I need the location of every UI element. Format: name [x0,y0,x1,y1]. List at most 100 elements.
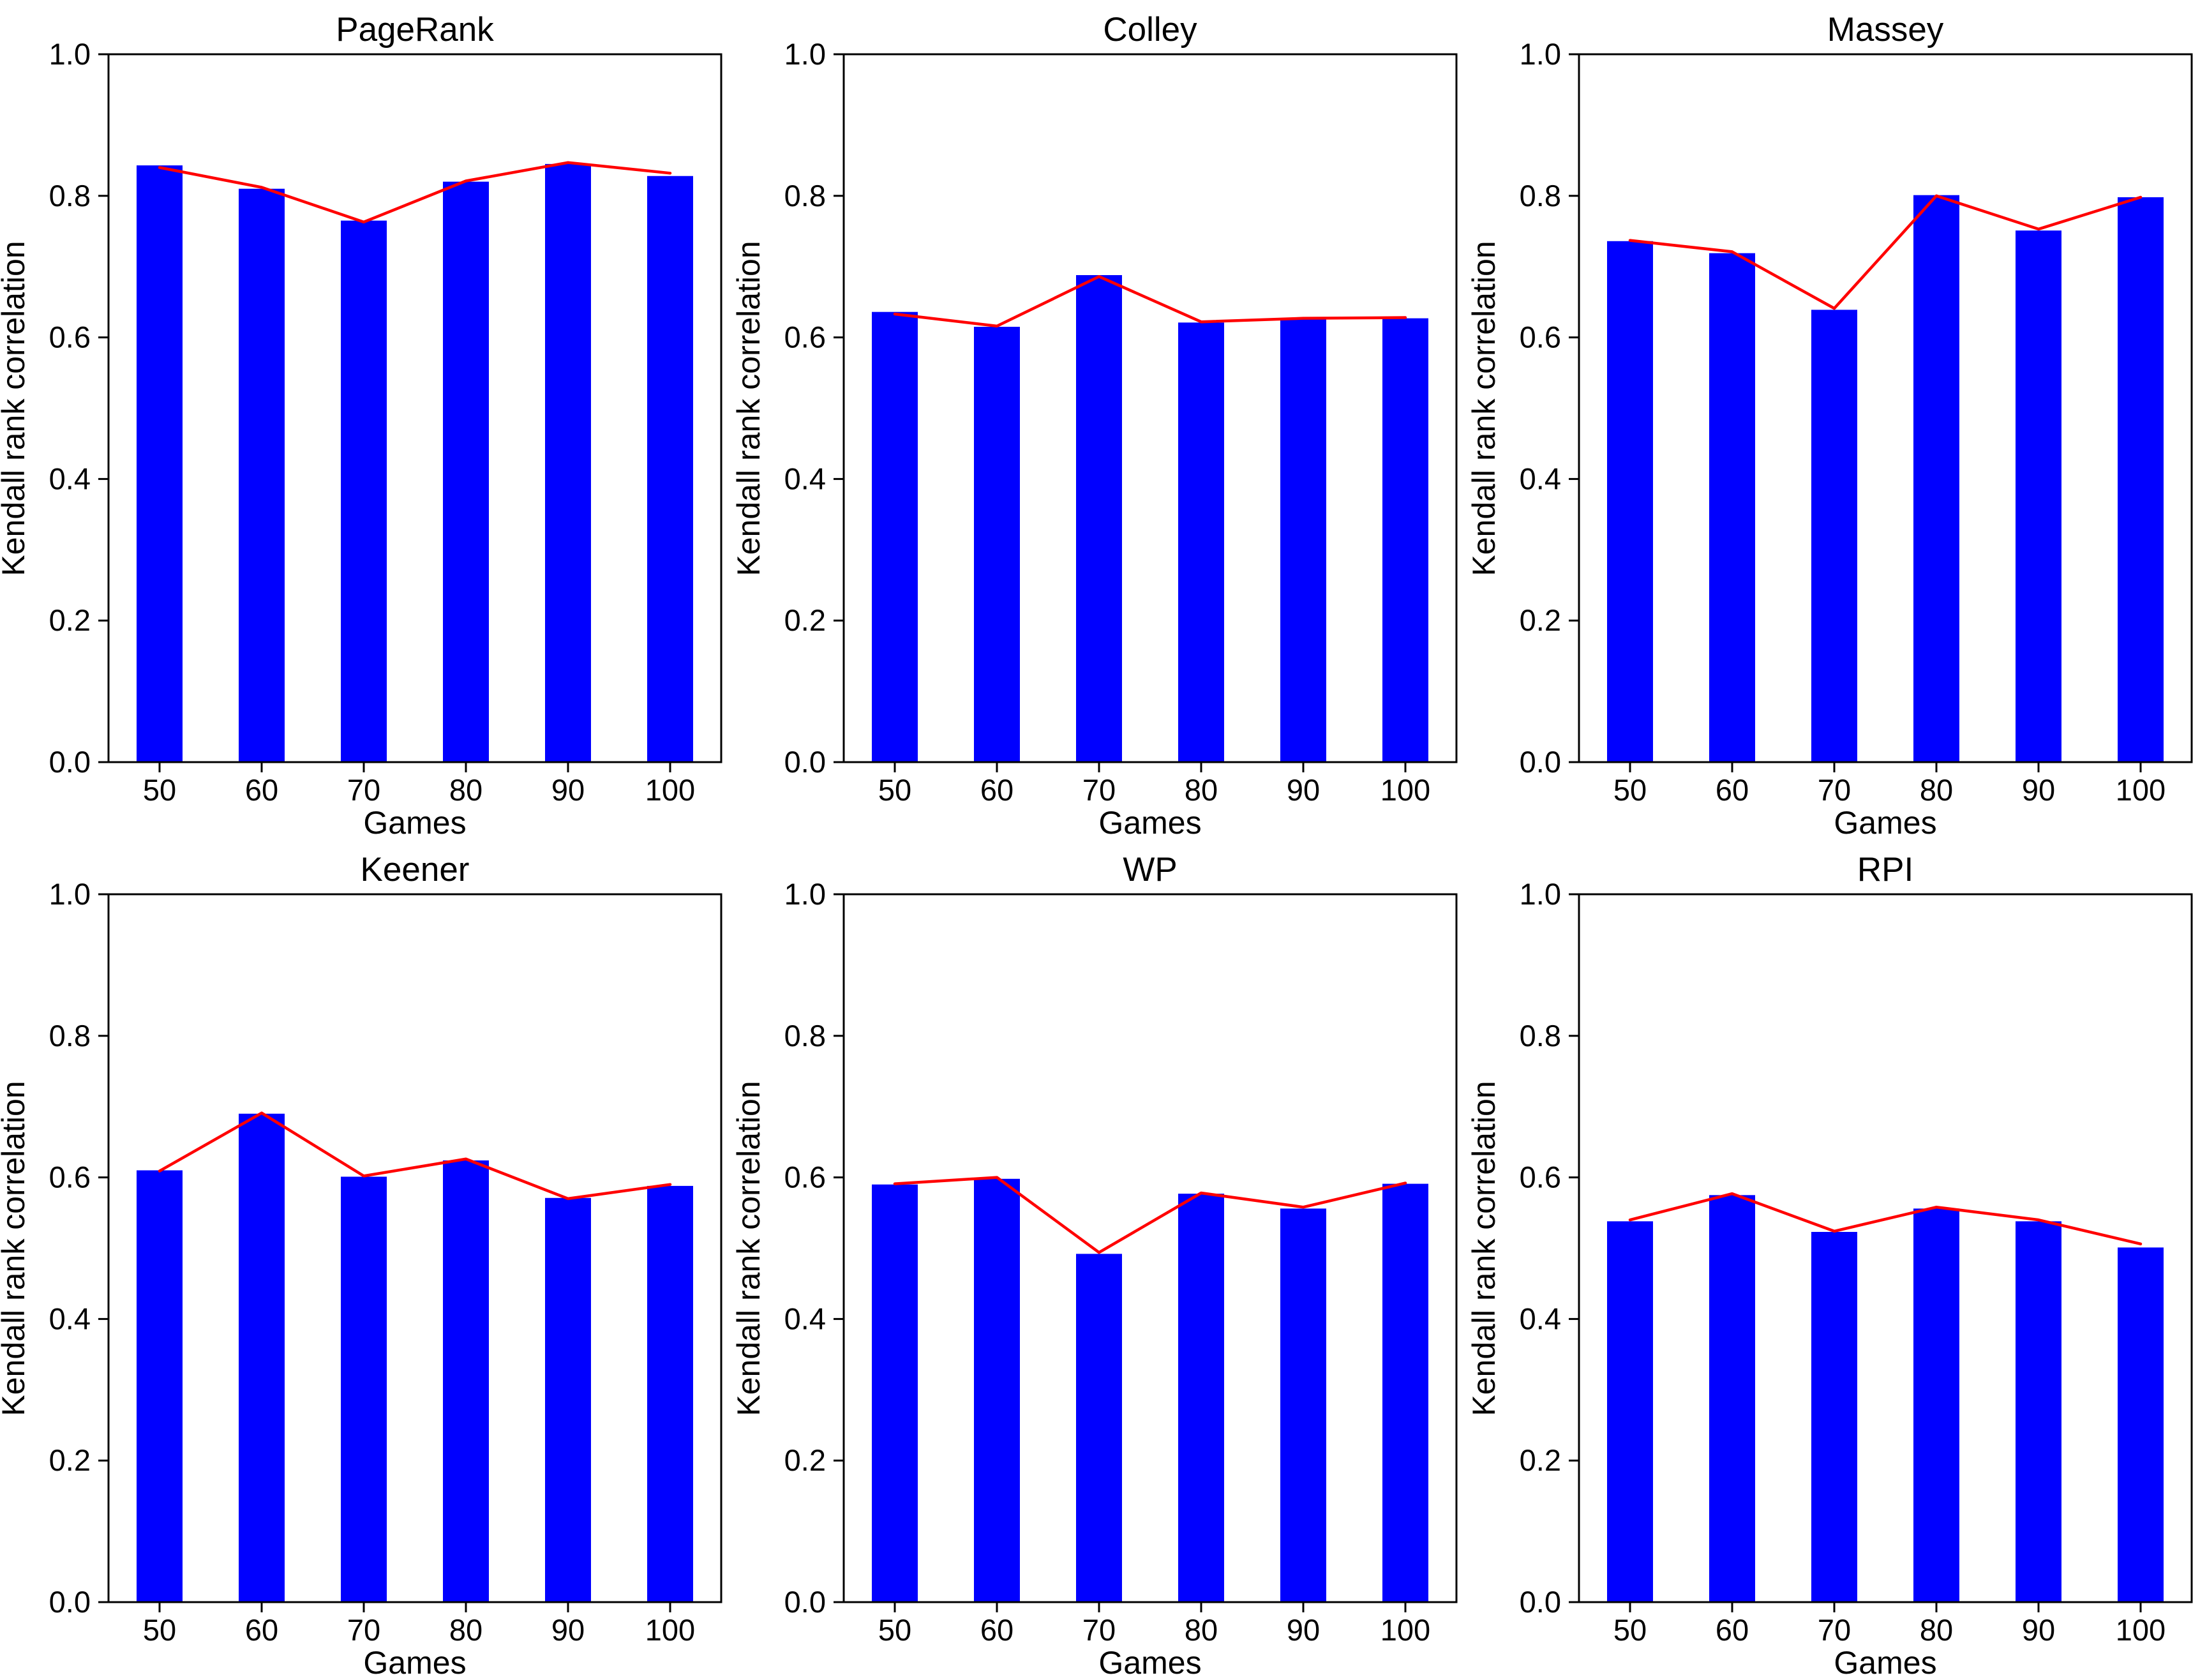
subplot-wp: WP Kendall rank correlation Games 0.0 0.2… [735,840,1470,1680]
bar [137,1170,183,1602]
y-tick-label: 0.2 [49,603,91,637]
y-tick-label: 1.0 [1520,37,1561,71]
y-tick-label: 0.4 [784,1301,826,1335]
bar [1913,1208,1959,1602]
chart-title: Keener [361,851,470,889]
y-tick-label: 0.6 [49,320,91,354]
y-tick-label: 0.8 [49,1019,91,1053]
y-axis-label: Kendall rank correlation [1470,241,1502,576]
bar [872,311,918,762]
y-tick-label: 1.0 [784,37,826,71]
y-tick-label: 0.0 [49,745,91,779]
plot-frame [842,53,1458,763]
x-axis-label: Games [1098,1645,1201,1680]
trend-line [158,161,672,224]
chart-title: WP [1123,851,1177,889]
y-tick-label: 0.6 [1520,1160,1561,1194]
bar [1178,1194,1224,1602]
x-tick-label: 90 [1287,773,1320,807]
x-tick-label: 80 [1185,1613,1218,1647]
y-tick-label: 1.0 [784,877,826,911]
x-tick-label: 70 [1082,773,1116,807]
subplot-rpi: RPI Kendall rank correlation Games 0.0 0.… [1470,840,2206,1680]
bar [239,188,285,763]
y-tick-label: 0.2 [784,1443,826,1477]
colley-chart: Colley Kendall rank correlation Games 0.… [735,11,1458,840]
y-tick-label: 0.8 [784,1019,826,1053]
trend-line [158,1111,672,1201]
y-axis-label: Kendall rank correlation [735,241,767,576]
plot-area: 0.0 0.2 0.4 0.6 0.8 1.0 50 60 70 80 90 100 [1520,37,2193,807]
x-tick-label: 70 [347,1613,380,1647]
y-tick-label: 0.8 [784,179,826,213]
subplot-colley: Colley Kendall rank correlation Games 0.… [735,0,1470,840]
bar [1076,275,1122,762]
x-tick-label: 80 [1185,773,1218,807]
x-tick-label: 60 [245,773,278,807]
bar [1607,241,1653,762]
bar [1811,1231,1857,1602]
x-tick-label: 70 [347,773,380,807]
plot-area: 0.0 0.2 0.4 0.6 0.8 1.0 50 60 70 80 90 100 [49,877,722,1647]
y-tick-label: 0.4 [49,461,91,495]
y-tick-label: 0.0 [1520,745,1561,779]
bar [872,1184,918,1602]
x-axis-label: Games [1098,805,1201,840]
subplot-keener: Keener Kendall rank correlation Games 0.… [0,840,735,1680]
x-tick-label: 50 [878,1613,911,1647]
x-tick-label: 60 [245,1613,278,1647]
y-tick-label: 0.2 [49,1443,91,1477]
x-axis-label: Games [1834,1645,1936,1680]
x-tick-label: 50 [143,773,176,807]
bar [974,326,1020,763]
x-tick-label: 60 [980,1613,1014,1647]
bar [2016,1221,2061,1602]
y-tick-label: 0.0 [784,1585,826,1619]
x-tick-label: 80 [1920,773,1953,807]
rpi-chart: RPI Kendall rank correlation Games 0.00.… [1470,851,2193,1680]
chart-title: Massey [1827,11,1944,49]
bar [1913,195,1959,762]
y-axis-label: Kendall rank correlation [1470,1081,1502,1416]
y-tick-label: 0.4 [1520,461,1561,495]
x-tick-label: 70 [1818,773,1851,807]
y-axis-label: Kendall rank correlation [0,1081,31,1416]
bar [1076,1254,1122,1602]
bar [341,1176,387,1602]
trend-line [1628,194,2143,310]
y-tick-label: 0.6 [784,1160,826,1194]
x-tick-label: 100 [2116,1613,2166,1647]
x-tick-label: 50 [1613,773,1647,807]
bar [443,181,489,762]
bar [443,1160,489,1602]
y-tick-label: 0.0 [1520,1585,1561,1619]
y-tick-label: 1.0 [1520,877,1561,911]
x-axis-label: Games [1834,805,1936,840]
trend-line [1628,1192,2143,1246]
y-tick-label: 1.0 [49,877,91,911]
pagerank-chart: PageRank Kendall rank correlation Games … [0,11,722,840]
x-tick-label: 80 [1920,1613,1953,1647]
x-tick-label: 90 [1287,1613,1320,1647]
plot-area: 0.0 0.2 0.4 0.6 0.8 1.0 50 60 70 80 90 100 [784,877,1458,1647]
y-axis-label: Kendall rank correlation [0,241,31,576]
bar [1709,253,1755,762]
plot-frame [842,893,1458,1603]
x-tick-label: 100 [1380,773,1430,807]
x-axis-label: Games [363,1645,466,1680]
plot-area: 0.0 0.2 0.4 0.6 0.8 1.0 50 60 70 80 90 100 [49,37,722,807]
y-tick-label: 0.6 [49,1160,91,1194]
y-tick-label: 0.2 [784,603,826,637]
bar [1178,322,1224,762]
x-tick-label: 90 [551,773,585,807]
x-tick-label: 60 [980,773,1014,807]
bar [1811,310,1857,762]
bar [647,1185,693,1602]
x-tick-label: 60 [1716,1613,1749,1647]
bar [1607,1221,1653,1602]
y-tick-label: 0.6 [784,320,826,354]
x-tick-label: 90 [2022,773,2055,807]
bar [1280,319,1326,762]
plot-area: 0.0 0.2 0.4 0.6 0.8 1.0 50 60 70 80 90 100 [784,37,1458,807]
x-tick-label: 90 [2022,1613,2055,1647]
